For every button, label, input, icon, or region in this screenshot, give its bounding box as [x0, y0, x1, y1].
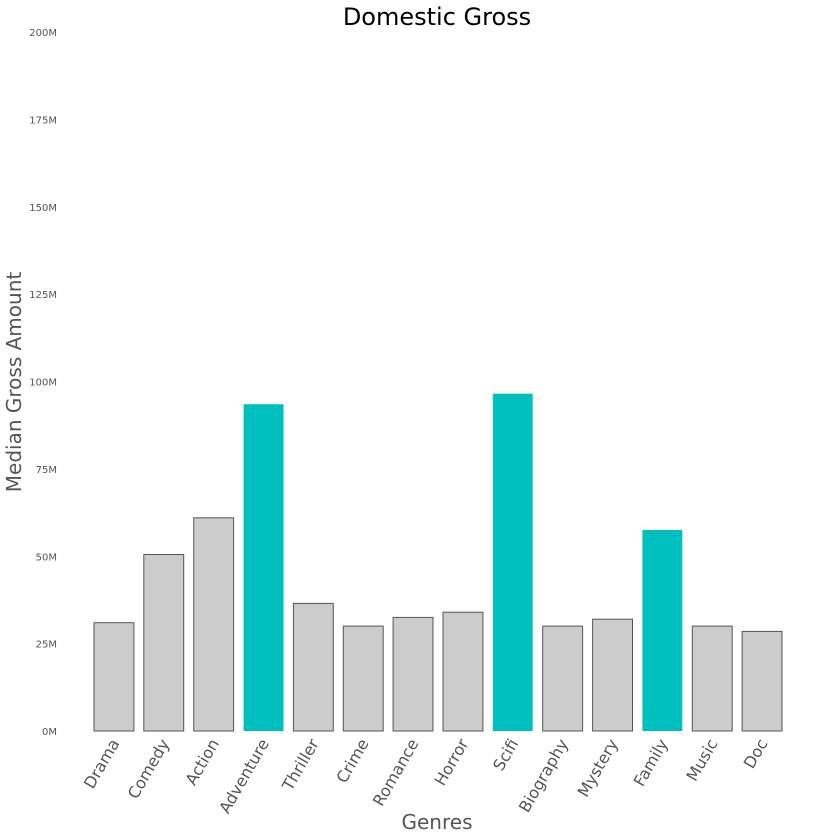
- y-axis-label: Median Gross Amount: [2, 272, 26, 493]
- x-tick-label-thriller: Thriller: [278, 735, 323, 794]
- x-tick-label-drama: Drama: [80, 736, 124, 792]
- y-tick-label: 150M: [29, 203, 57, 214]
- bar-comedy: [143, 554, 185, 732]
- y-tick-label: 25M: [36, 640, 57, 651]
- bar-family: [642, 530, 683, 731]
- y-tick-label: 100M: [29, 378, 57, 389]
- y-tick-label: 200M: [29, 28, 57, 39]
- x-tick-label-doc: Doc: [740, 736, 772, 772]
- y-tick-label: 50M: [36, 552, 57, 563]
- bars: [93, 393, 783, 732]
- bar-action: [193, 517, 235, 732]
- x-tick-label-adventure: Adventure: [215, 736, 273, 817]
- x-tick-label-mystery: Mystery: [574, 736, 622, 801]
- bar-doc: [741, 630, 783, 732]
- x-tick-label-comedy: Comedy: [124, 736, 173, 803]
- y-tick-label: 0M: [42, 727, 57, 738]
- x-tick-label-scifi: Scifi: [489, 736, 522, 774]
- x-tick-label-family: Family: [630, 736, 672, 790]
- bar-adventure: [243, 404, 284, 731]
- bar-biography: [542, 625, 584, 732]
- bar-drama: [93, 622, 135, 732]
- x-tick-label-romance: Romance: [369, 736, 423, 810]
- y-tick-label: 125M: [29, 290, 57, 301]
- bar-scifi: [492, 393, 533, 731]
- x-tick-label-crime: Crime: [332, 736, 372, 787]
- bar-romance: [392, 616, 434, 732]
- x-tick-label-biography: Biography: [515, 736, 572, 816]
- bar-music: [691, 625, 733, 732]
- y-tick-label: 75M: [36, 465, 57, 476]
- x-tick-label-music: Music: [682, 736, 721, 785]
- bar-thriller: [292, 602, 334, 732]
- bar-mystery: [592, 618, 633, 732]
- y-tick-label: 175M: [29, 115, 57, 126]
- chart-title: Domestic Gross: [343, 3, 531, 31]
- bar-crime: [342, 625, 384, 732]
- bar-horror: [442, 611, 484, 732]
- y-axis-ticks: 0M 25M 50M 75M 100M 125M 150M 175M 200M: [29, 28, 57, 738]
- x-axis-label: Genres: [402, 810, 473, 834]
- x-tick-label-action: Action: [182, 736, 224, 789]
- x-tick-label-horror: Horror: [431, 735, 473, 789]
